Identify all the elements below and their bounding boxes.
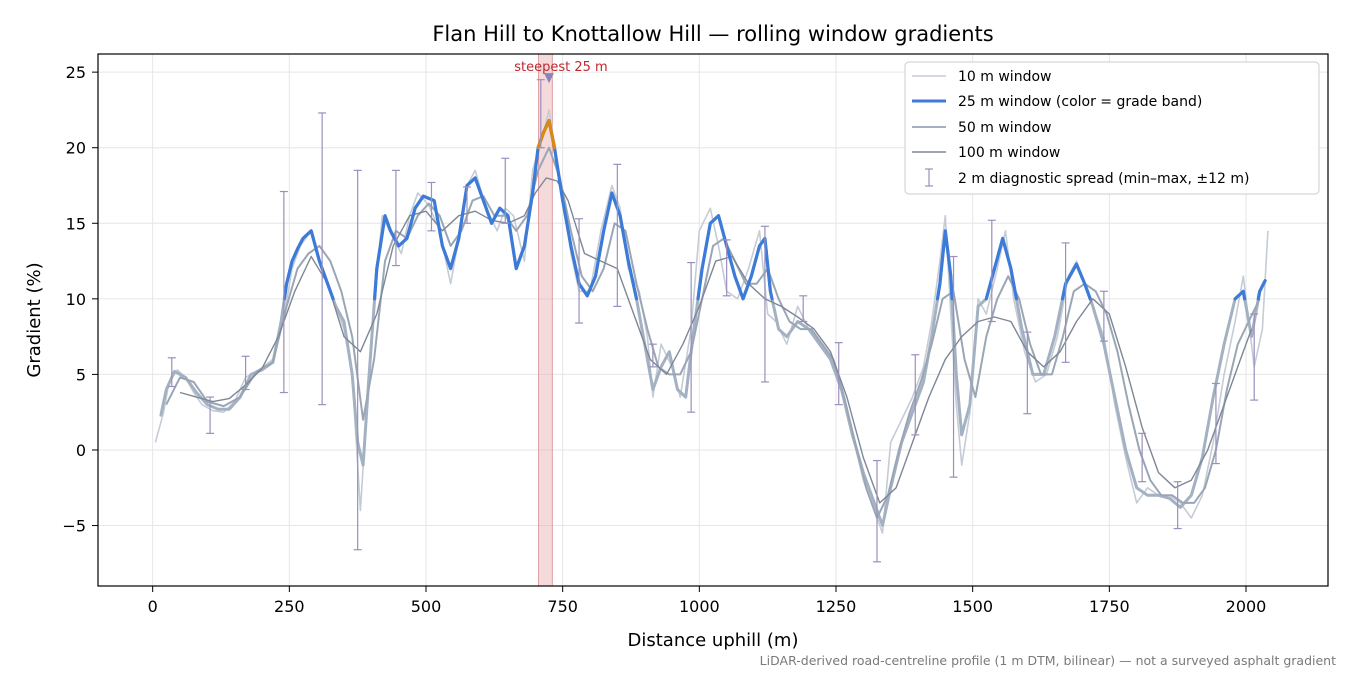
y-tick-label: 25 [66, 63, 86, 82]
series-25m-grade-band-blue [696, 214, 774, 301]
legend-label-10m: 10 m window [958, 69, 1051, 85]
y-tick-label: 5 [76, 365, 86, 384]
x-tick-label: 750 [547, 597, 578, 616]
legend-label-errorbar: 2 m diagnostic spread (min–max, ±12 m) [958, 171, 1249, 187]
legend-label-100m: 100 m window [958, 145, 1060, 161]
y-tick-label: 10 [66, 290, 86, 309]
y-tick-label: 15 [66, 214, 86, 233]
series-line-100m [179, 177, 1253, 504]
x-tick-label: 1250 [816, 597, 857, 616]
x-tick-label: 2000 [1226, 597, 1267, 616]
series-25m-grade-band-blue [935, 229, 954, 301]
y-tick-label: −5 [62, 517, 86, 536]
series-line-50m [165, 146, 1261, 519]
legend: 10 m window 25 m window (color = grade b… [904, 61, 1320, 195]
plot-frame [97, 53, 1329, 587]
series-25m-grade-band-blue [282, 229, 335, 301]
series-25m-grade-band-blue [1233, 289, 1247, 301]
series-layer [154, 109, 1269, 534]
x-tick-label: 1500 [952, 597, 993, 616]
legend-label-25m: 25 m window (color = grade band) [958, 94, 1202, 110]
steepest-annotation: steepest 25 m [514, 60, 607, 75]
x-tick-label: 500 [411, 597, 442, 616]
x-tick-label: 1750 [1089, 597, 1130, 616]
chart-title: Flan Hill to Knottallow Hill — rolling w… [432, 22, 993, 46]
x-tick-label: 250 [274, 597, 305, 616]
y-tick-label: 0 [76, 441, 86, 460]
footnote: LiDAR-derived road-centreline profile (1… [760, 653, 1336, 668]
x-axis-label: Distance uphill (m) [628, 630, 799, 651]
y-tick-label: 20 [66, 139, 86, 158]
legend-box [904, 61, 1320, 195]
series-25m-grade-band-blue [1060, 262, 1092, 301]
series-25m-grade-band-blue [373, 118, 639, 301]
steepest-marker-icon [544, 73, 554, 84]
x-tick-label: 0 [148, 597, 158, 616]
diagnostic-spread-errorbars [167, 79, 1259, 563]
axis-ticks: 0 250 500 750 1000 1250 1500 1750 2000 −5 0 5 10 15 20… [62, 63, 1266, 616]
y-axis-label: Gradient (%) [24, 262, 45, 377]
legend-label-50m: 50 m window [958, 120, 1051, 136]
series-25m-grade-band-blue [1256, 279, 1267, 301]
legend-swatch-errorbar [925, 168, 933, 187]
x-tick-label: 1000 [679, 597, 720, 616]
